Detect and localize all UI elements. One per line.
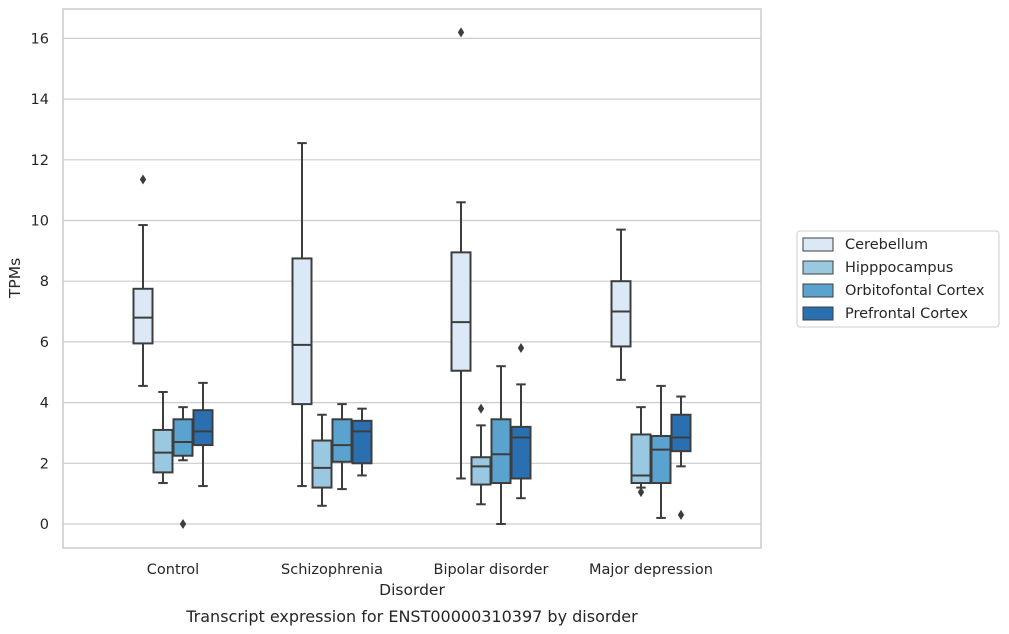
box [192, 409, 214, 447]
y-tick-label: 16 [31, 31, 49, 47]
box-cerebellum [291, 142, 313, 488]
box [291, 257, 313, 406]
box [670, 413, 692, 453]
legend-frame [796, 230, 1000, 328]
box [311, 439, 333, 489]
box [331, 418, 353, 463]
outlier-point [179, 519, 187, 529]
x-tick-label: Major depression [589, 562, 713, 578]
x-tick-labels: Control Schizophrenia Bipolar disorder Majo… [147, 562, 713, 578]
box-hipppocampus [630, 406, 652, 498]
x-tick-label: Schizophrenia [281, 562, 383, 578]
box [490, 418, 512, 485]
outlier-point [637, 487, 645, 498]
legend: Cerebellum Hipppocampus Orbitofontal Corte… [796, 230, 1000, 328]
legend-label: Hipppocampus [845, 260, 953, 276]
legend-swatch [802, 237, 834, 252]
outlier-point [457, 27, 465, 38]
box-orbitofontal-cortex [331, 403, 353, 491]
y-tick-label: 0 [40, 517, 49, 533]
x-axis-label: Disorder [379, 581, 445, 599]
grid-lines [63, 37, 761, 525]
outlier-point [517, 342, 525, 353]
box-cerebellum [450, 27, 472, 480]
box-prefrontal-cortex [351, 407, 373, 477]
y-tick-labels: 0 2 4 6 8 10 12 14 16 [31, 31, 49, 533]
box-prefrontal-cortex [192, 381, 214, 488]
box-cerebellum [132, 174, 154, 387]
y-tick-label: 8 [40, 274, 49, 290]
box [152, 428, 174, 474]
box [470, 456, 492, 486]
y-axis-label: TPMs [6, 258, 24, 299]
box-series [132, 27, 692, 529]
x-tick-label: Bipolar disorder [434, 562, 549, 578]
box [650, 434, 672, 485]
box-prefrontal-cortex [510, 342, 532, 500]
legend-label: Cerebellum [845, 237, 928, 253]
legend-swatch [802, 283, 834, 298]
y-tick-label: 14 [31, 92, 49, 108]
chart-title: Transcript expression for ENST0000031039… [185, 607, 638, 626]
box [510, 425, 532, 480]
outlier-point [139, 174, 147, 185]
box-orbitofontal-cortex [650, 384, 672, 519]
box-hipppocampus [311, 413, 333, 507]
box [450, 251, 472, 372]
legend-label: Prefrontal Cortex [845, 306, 968, 322]
box-prefrontal-cortex [670, 395, 692, 520]
box-hipppocampus [152, 390, 174, 485]
y-tick-label: 4 [40, 396, 49, 412]
box-cerebellum [610, 228, 632, 381]
y-tick-label: 12 [31, 153, 49, 169]
legend-swatch [802, 260, 834, 275]
x-tick-label: Control [147, 562, 199, 578]
outlier-point [677, 509, 685, 520]
box [132, 287, 154, 345]
y-tick-label: 10 [31, 214, 49, 230]
legend-swatch [802, 306, 834, 321]
legend-label: Orbitofontal Cortex [845, 283, 985, 299]
box [610, 280, 632, 348]
outlier-point [477, 403, 485, 414]
y-tick-label: 6 [40, 335, 49, 351]
box [351, 419, 373, 465]
y-tick-label: 2 [40, 456, 49, 472]
box [172, 418, 194, 457]
